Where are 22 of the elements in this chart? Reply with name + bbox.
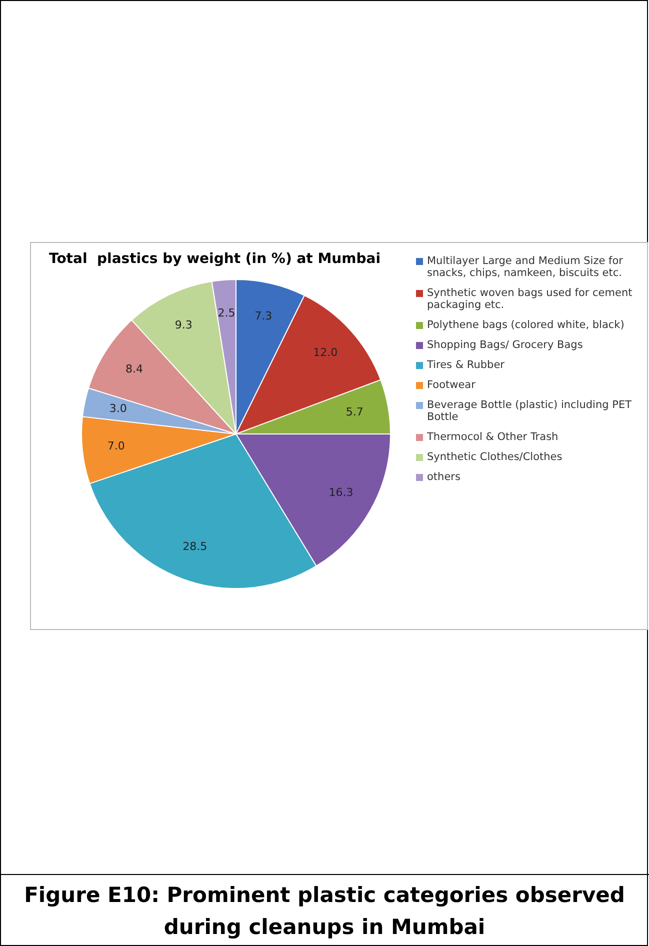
legend-label: Tires & Rubber (427, 359, 504, 371)
data-label: 2.5 (218, 306, 236, 320)
caption: Figure E10: Prominent plastic categories observed during cleanups in Mumbai (0, 874, 649, 943)
data-label: 3.0 (109, 402, 127, 416)
data-label: 8.4 (126, 362, 143, 376)
data-label: 9.3 (174, 318, 192, 332)
legend-label: Polythene bags (colored white, black) (427, 319, 624, 331)
legend-label: Shopping Bags/ Grocery Bags (427, 339, 583, 351)
data-label: 7.0 (107, 440, 125, 453)
data-label: 12.0 (313, 346, 338, 360)
legend-label: others (427, 471, 460, 483)
data-label: 5.7 (346, 405, 364, 418)
text: Total plastics by weight (in %) at Mumbai (49, 251, 381, 267)
legend-label: Thermocol & Other Trash (427, 431, 558, 443)
legend-label: Multilayer Large and Medium Size for snacks, chips, namkeen, biscuits etc. (427, 255, 624, 279)
legend-label: Synthetic woven bags used for cement packaging etc. (427, 287, 634, 311)
data-label: 28.5 (182, 540, 208, 554)
legend-label: Footwear (427, 379, 476, 391)
data-label: 16.3 (328, 486, 354, 499)
legend-label: Beverage Bottle (plastic) including PET Bottle (427, 399, 632, 423)
legend-label: Synthetic Clothes/Clothes (427, 451, 562, 463)
data-label: 7.3 (254, 310, 272, 323)
